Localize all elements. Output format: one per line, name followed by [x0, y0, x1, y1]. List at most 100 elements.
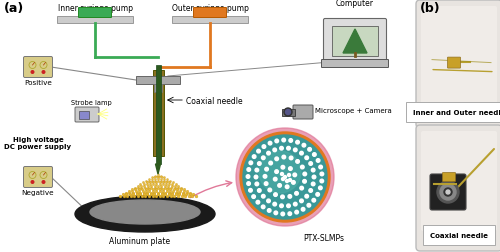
Circle shape [320, 179, 324, 183]
Circle shape [255, 182, 258, 186]
Circle shape [288, 179, 292, 182]
Text: (b): (b) [420, 2, 440, 15]
Circle shape [320, 172, 324, 176]
Circle shape [286, 185, 289, 189]
Circle shape [308, 148, 312, 151]
Circle shape [294, 148, 297, 152]
Circle shape [319, 166, 322, 169]
Circle shape [292, 181, 295, 184]
Ellipse shape [90, 200, 200, 224]
Circle shape [275, 170, 278, 174]
FancyBboxPatch shape [421, 132, 497, 231]
Text: Aluminum plate: Aluminum plate [110, 236, 170, 245]
Circle shape [286, 180, 288, 183]
FancyBboxPatch shape [194, 9, 226, 18]
Circle shape [282, 178, 284, 181]
Text: Negative: Negative [22, 189, 54, 195]
FancyBboxPatch shape [448, 58, 460, 69]
Circle shape [252, 155, 256, 159]
Circle shape [282, 139, 286, 142]
Circle shape [312, 169, 315, 172]
Circle shape [278, 184, 281, 187]
Circle shape [31, 71, 34, 74]
Circle shape [300, 186, 304, 190]
Bar [152, 71, 164, 156]
Text: Inner and Outer needle: Inner and Outer needle [412, 110, 500, 115]
Text: Coaxial needle: Coaxial needle [430, 232, 488, 238]
Circle shape [440, 184, 456, 200]
Circle shape [274, 193, 278, 197]
Circle shape [284, 176, 286, 179]
Text: PTX-SLMPs: PTX-SLMPs [303, 233, 344, 242]
Circle shape [265, 168, 268, 171]
Circle shape [280, 147, 283, 150]
Circle shape [266, 199, 270, 203]
Circle shape [262, 205, 265, 209]
Circle shape [281, 166, 284, 169]
Circle shape [247, 168, 250, 172]
Circle shape [300, 152, 304, 155]
Circle shape [31, 181, 34, 183]
Circle shape [312, 199, 316, 202]
Circle shape [246, 175, 250, 179]
Bar [136, 77, 180, 85]
Bar [156, 66, 160, 164]
Circle shape [257, 150, 260, 153]
Circle shape [268, 209, 271, 212]
Circle shape [42, 181, 45, 183]
FancyBboxPatch shape [24, 167, 52, 188]
Circle shape [288, 212, 292, 216]
Circle shape [318, 186, 322, 190]
FancyBboxPatch shape [416, 1, 500, 129]
Circle shape [305, 195, 308, 198]
FancyBboxPatch shape [78, 9, 112, 18]
Bar [282, 109, 295, 116]
FancyBboxPatch shape [442, 173, 456, 182]
Circle shape [293, 173, 296, 177]
Circle shape [302, 208, 305, 211]
Text: Positive: Positive [24, 80, 52, 86]
Circle shape [262, 145, 266, 149]
Polygon shape [156, 164, 160, 174]
Circle shape [266, 152, 270, 155]
Text: Outer syringe pump: Outer syringe pump [172, 4, 248, 12]
Text: Inner syringe pump: Inner syringe pump [58, 4, 132, 12]
Circle shape [273, 203, 276, 206]
Circle shape [274, 178, 277, 181]
Ellipse shape [75, 196, 215, 232]
Circle shape [300, 199, 304, 203]
Circle shape [247, 182, 250, 186]
FancyBboxPatch shape [293, 106, 313, 119]
Circle shape [296, 141, 300, 144]
Circle shape [258, 189, 261, 193]
Circle shape [280, 195, 284, 199]
Circle shape [249, 161, 252, 165]
Circle shape [284, 109, 292, 116]
Circle shape [312, 182, 315, 186]
FancyBboxPatch shape [57, 16, 133, 23]
Circle shape [268, 142, 272, 145]
FancyBboxPatch shape [421, 7, 497, 109]
FancyBboxPatch shape [322, 60, 388, 68]
Circle shape [42, 71, 45, 74]
Circle shape [312, 153, 316, 157]
Text: (a): (a) [4, 2, 24, 15]
Circle shape [255, 169, 258, 172]
Circle shape [288, 195, 292, 198]
Bar [332, 27, 378, 57]
Text: High voltage
DC power supply: High voltage DC power supply [4, 137, 71, 149]
Circle shape [290, 156, 293, 160]
Circle shape [286, 147, 290, 150]
Circle shape [275, 158, 278, 161]
FancyBboxPatch shape [24, 57, 52, 78]
Text: Computer: Computer [336, 0, 374, 8]
Circle shape [300, 166, 304, 169]
Bar [154, 85, 162, 93]
Circle shape [254, 175, 258, 179]
Circle shape [309, 162, 312, 166]
Circle shape [302, 180, 306, 183]
Circle shape [295, 210, 298, 214]
Circle shape [309, 189, 312, 193]
Text: Strobe lamp: Strobe lamp [70, 100, 112, 106]
Circle shape [264, 182, 268, 186]
